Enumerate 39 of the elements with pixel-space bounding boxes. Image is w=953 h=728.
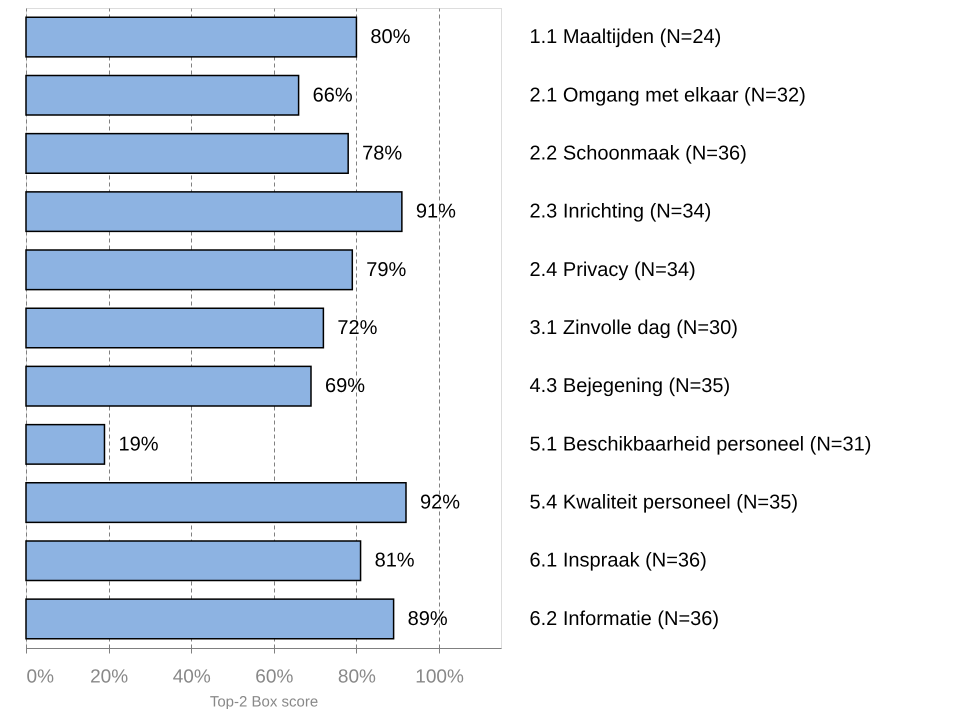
y-tick-label: 3.1 Zinvolle dag (N=30) xyxy=(530,317,738,339)
x-tick-label: 20% xyxy=(90,666,128,688)
data-label: 69% xyxy=(325,375,366,398)
data-label: 66% xyxy=(312,84,353,106)
bar xyxy=(25,132,349,174)
x-tick-label: 40% xyxy=(172,666,211,688)
y-tick-label: 6.2 Informatie (N=36) xyxy=(530,608,720,630)
data-label: 81% xyxy=(374,550,415,572)
bar xyxy=(25,366,312,407)
data-label: 91% xyxy=(416,200,456,223)
bar xyxy=(25,74,300,116)
x-tick-label: 80% xyxy=(338,666,376,688)
bar xyxy=(25,540,362,582)
data-label: 92% xyxy=(420,492,460,514)
y-tick-label: 2.1 Omgang met elkaar (N=32) xyxy=(530,84,806,106)
bar xyxy=(25,307,324,349)
y-tick-label: 5.1 Beschikbaarheid personeel (N=31) xyxy=(530,433,872,456)
data-label: 89% xyxy=(408,608,448,630)
y-tick-label: 4.3 Bejegening (N=35) xyxy=(530,375,730,398)
data-label: 78% xyxy=(362,142,402,164)
y-tick-label: 2.4 Privacy (N=34) xyxy=(530,258,696,281)
bar xyxy=(25,598,394,640)
bar xyxy=(25,249,354,290)
data-label: 72% xyxy=(337,317,378,339)
bar xyxy=(25,16,358,58)
y-tick-label: 6.1 Inspraak (N=36) xyxy=(530,550,707,572)
x-tick-label: 0% xyxy=(26,666,54,688)
y-tick-label: 1.1 Maaltijden (N=24) xyxy=(530,26,722,48)
y-tick-label: 2.2 Schoonmaak (N=36) xyxy=(530,142,747,164)
x-tick-label: 100% xyxy=(415,666,464,688)
bar xyxy=(25,424,106,465)
data-label: 79% xyxy=(366,258,407,281)
y-tick-label: 2.3 Inrichting (N=34) xyxy=(530,200,712,223)
bar xyxy=(25,191,403,232)
data-label: 80% xyxy=(370,26,411,48)
data-label: 19% xyxy=(118,433,159,456)
bar xyxy=(25,482,407,524)
x-tick-label: 60% xyxy=(255,666,294,688)
y-tick-label: 5.4 Kwaliteit personeel (N=35) xyxy=(530,492,798,514)
